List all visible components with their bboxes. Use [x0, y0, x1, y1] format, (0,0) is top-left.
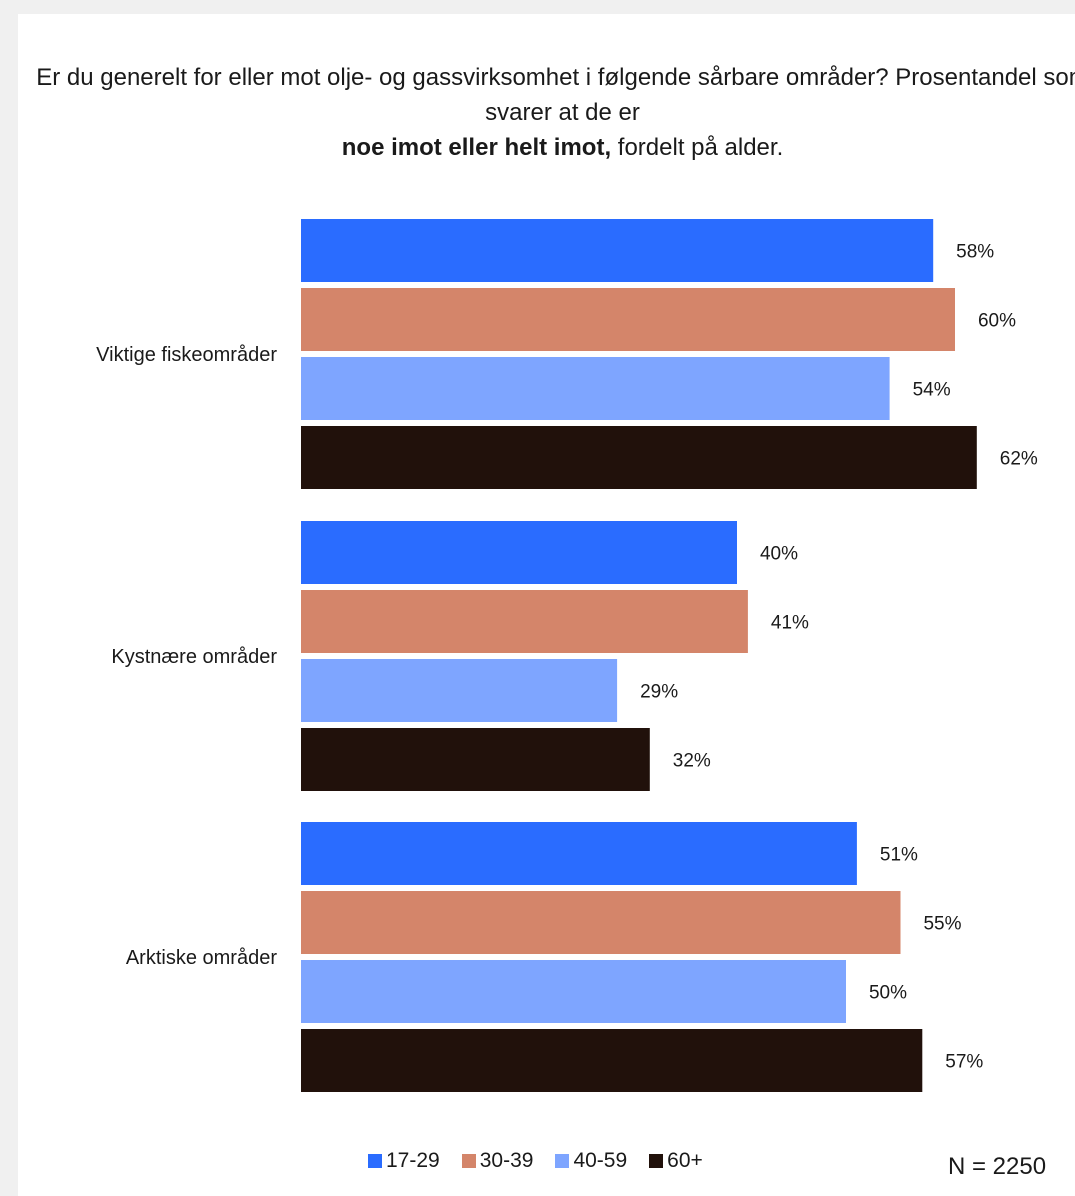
value-label: 58%	[956, 242, 994, 263]
bar	[301, 590, 748, 653]
bar	[301, 521, 737, 584]
category-labels: Viktige fiskeområder Kystnære områder Arkt…	[96, 344, 277, 969]
value-labels: 58% 60% 54% 62% 40% 41% 29% 32% 51% 55% 50% 57%	[640, 242, 1038, 1073]
category-label: Viktige fiskeområder	[96, 344, 277, 366]
bar	[301, 1029, 923, 1092]
bar	[301, 659, 618, 722]
value-label: 32%	[673, 751, 711, 772]
value-label: 51%	[880, 845, 918, 866]
category-label: Arktiske områder	[126, 947, 277, 969]
chart-title: Er du generelt for eller mot olje- og ga…	[0, 60, 1075, 165]
legend-swatch	[649, 1154, 664, 1168]
legend-swatch	[368, 1154, 382, 1168]
bar	[301, 891, 901, 954]
value-label: 50%	[869, 983, 907, 1004]
bar	[301, 219, 934, 282]
bar	[301, 426, 977, 489]
legend-item-60-plus: 60+	[649, 1149, 703, 1173]
value-label: 41%	[771, 613, 809, 634]
bar	[301, 728, 650, 791]
category-label: Kystnære områder	[111, 646, 277, 668]
bars	[301, 219, 977, 1092]
legend-label: 40-59	[573, 1149, 628, 1172]
legend-swatch	[461, 1154, 476, 1168]
legend-swatch	[555, 1154, 570, 1168]
bar-chart: Viktige fiskeområder Kystnære områder Arkt…	[96, 219, 1038, 1092]
legend-label: 60+	[667, 1149, 703, 1172]
bar	[301, 288, 955, 351]
legend-label: 30-39	[479, 1149, 534, 1172]
value-label: 29%	[640, 682, 678, 703]
title-part-1: Er du generelt for eller mot olje- og ga…	[36, 64, 1075, 126]
value-label: 62%	[1000, 449, 1038, 470]
legend-item-40-59: 40-59	[555, 1149, 627, 1173]
value-label: 54%	[913, 380, 951, 401]
sample-size-label: N = 2250	[948, 1153, 1047, 1180]
legend-label: 17-29	[386, 1149, 440, 1172]
value-label: 60%	[978, 311, 1016, 332]
value-label: 57%	[945, 1052, 983, 1073]
title-part-2: noe imot eller helt imot,	[341, 134, 612, 161]
bar	[301, 357, 890, 420]
legend: 17-29 30-39 40-59 60+	[368, 1149, 725, 1173]
legend-item-17-29: 17-29	[368, 1149, 440, 1173]
bar	[301, 960, 846, 1023]
legend-item-30-39: 30-39	[461, 1149, 534, 1173]
value-label: 40%	[760, 544, 798, 565]
value-label: 55%	[923, 914, 961, 935]
title-part-3: fordelt på alder.	[611, 134, 784, 161]
bar	[301, 822, 857, 885]
